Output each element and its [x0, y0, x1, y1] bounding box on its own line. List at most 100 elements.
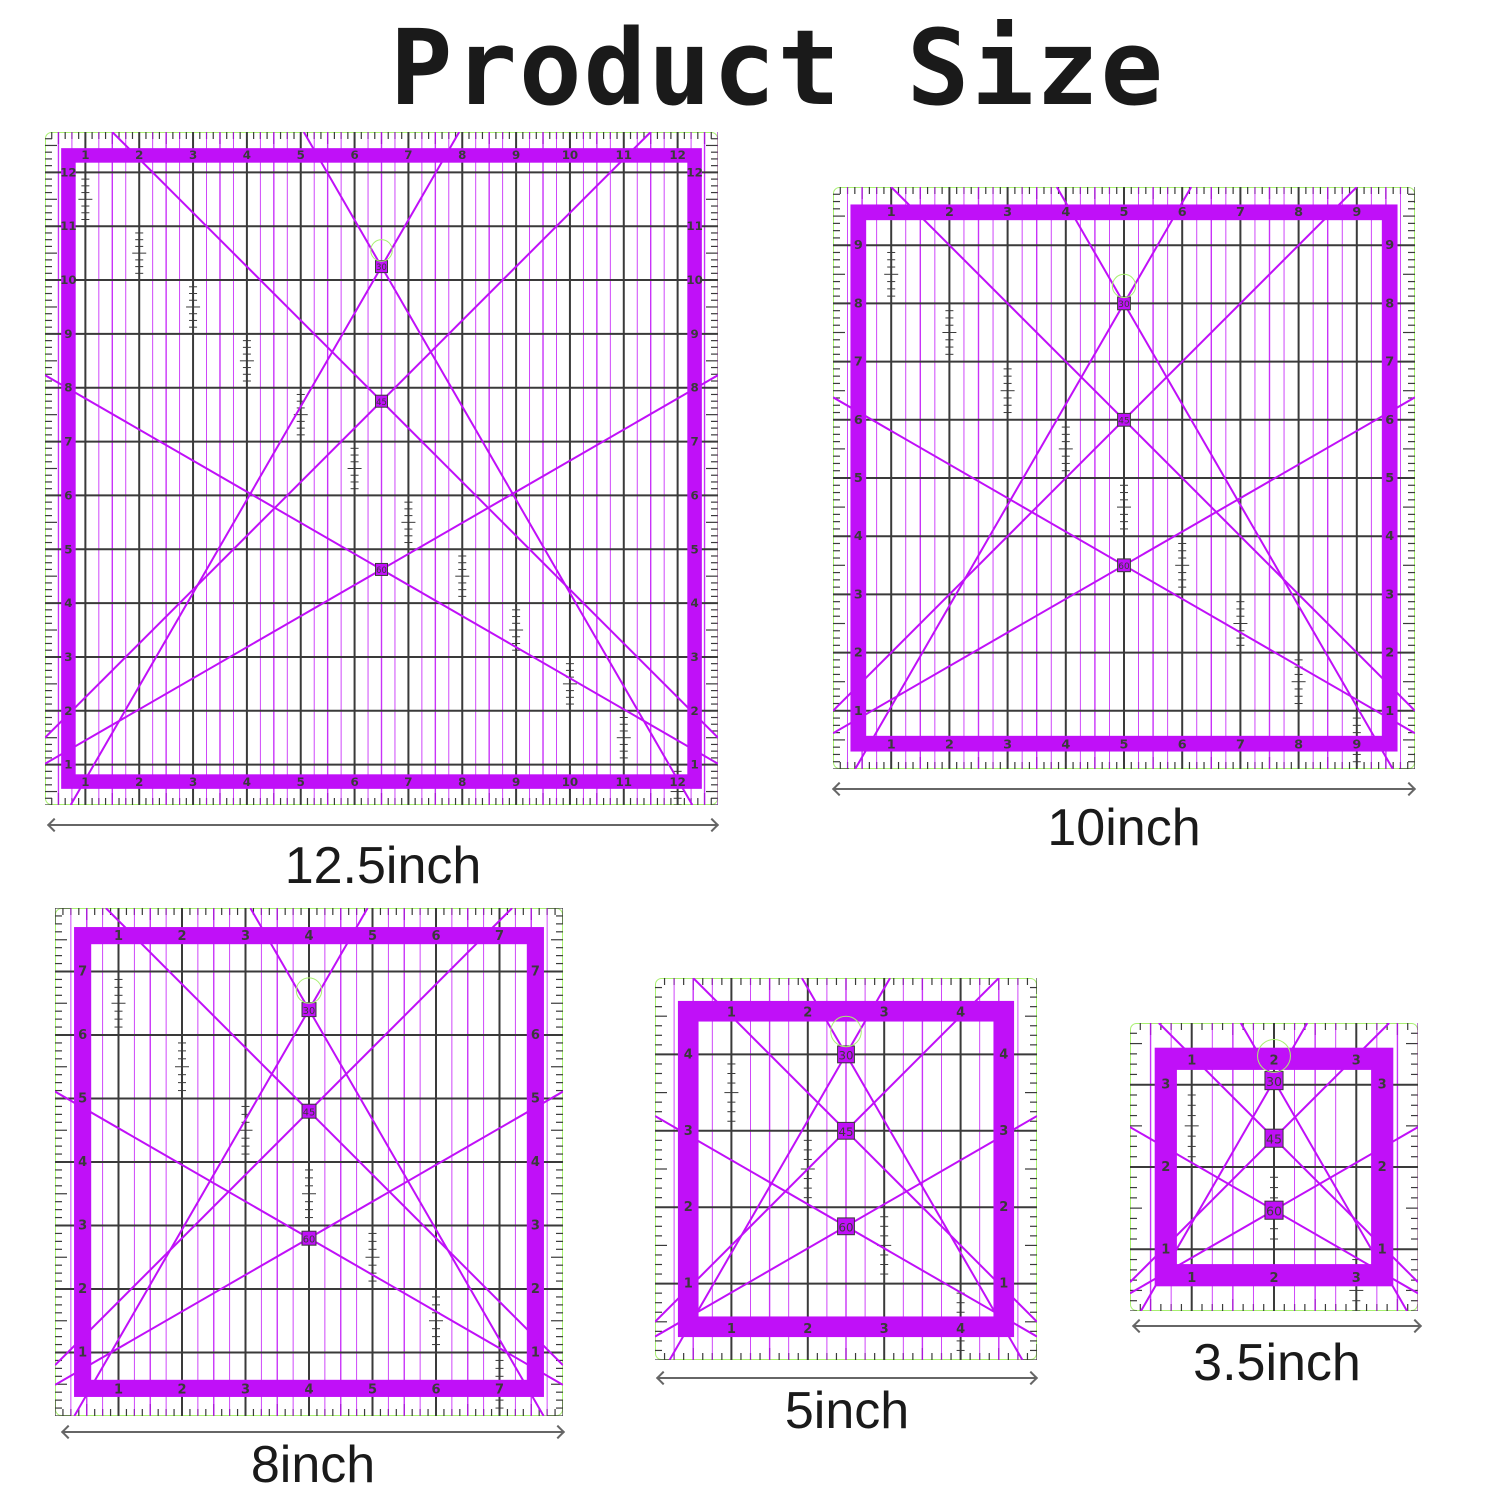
inch-number: 6	[350, 775, 358, 789]
inch-number: 3	[1385, 587, 1394, 602]
inch-number: 2	[64, 704, 72, 718]
inch-number: 2	[854, 646, 863, 661]
inch-number: 5	[64, 542, 72, 556]
inch-number: 9	[1385, 238, 1394, 253]
arrowhead-left	[46, 817, 62, 833]
angle-line	[73, 908, 369, 1416]
inch-number: 10	[562, 148, 578, 162]
inch-number: 1	[81, 148, 89, 162]
angle-badge-label: 60	[839, 1220, 854, 1234]
inch-number: 12	[669, 775, 685, 789]
angle-badge	[1264, 1071, 1284, 1091]
inch-number: 2	[690, 704, 698, 718]
dimension-arrow	[60, 1424, 566, 1440]
angle-badge-label: 45	[1118, 417, 1129, 427]
ruler-5-inch: 1 1 1 1 2 2 2 2 3 3 3 3 4 4 4 4 30 45 60	[655, 978, 1037, 1360]
angle-badge-label: 30	[839, 1048, 854, 1062]
angle-line	[45, 132, 652, 739]
inch-number: 4	[854, 529, 863, 544]
angle-badge	[1117, 558, 1131, 573]
size-label: 5inch	[784, 1382, 910, 1440]
angle-badge-label: 30	[1118, 300, 1130, 310]
angle-line	[249, 908, 545, 1416]
angle-badge	[375, 260, 388, 274]
inch-number: 2	[945, 737, 954, 752]
inch-number: 6	[1385, 413, 1394, 428]
inch-number: 3	[1352, 1053, 1361, 1068]
inch-number: 6	[431, 1383, 440, 1398]
inch-number: 6	[64, 488, 72, 502]
ruler-12-5-inch: 1 1 1 1 2 2 2 2 3 3 3 3 4 4 4 4 5 5 5 5 6 6 6 6 7 7 7 7 8 8 8 8 9 9 9 9 10 10…	[45, 132, 718, 805]
inch-number: 1	[1187, 1053, 1196, 1068]
inch-number: 2	[135, 148, 143, 162]
ruler-body: 1 1 1 1 2 2 2 2 3 3 3 3 4 4 4 4 30 45 60	[655, 978, 1037, 1360]
angle-badge-label: 30	[1266, 1074, 1282, 1089]
center-circle	[1257, 1038, 1291, 1073]
angle-badge	[837, 1045, 855, 1064]
inch-number: 10	[60, 273, 76, 287]
ruler-8-inch: 1 1 1 1 2 2 2 2 3 3 3 3 4 4 4 4 5 5 5 5 6 6 6 6 7 7 7 7 30 45 60	[55, 908, 563, 1416]
inch-number: 6	[1178, 737, 1187, 752]
angle-badge	[375, 562, 388, 576]
inch-number: 1	[64, 758, 72, 772]
inch-number: 2	[803, 1322, 812, 1337]
inch-number: 1	[999, 1277, 1008, 1292]
inch-number: 4	[1061, 737, 1070, 752]
angle-line	[655, 978, 1000, 1323]
inch-number: 9	[1352, 737, 1361, 752]
inch-number: 7	[1385, 355, 1394, 370]
inch-number: 4	[956, 1322, 965, 1337]
size-label: 10inch	[1047, 799, 1201, 857]
inch-number: 6	[531, 1028, 540, 1043]
inch-number: 12	[686, 165, 702, 179]
inch-number: 1	[727, 1005, 736, 1020]
inch-number: 12	[669, 148, 685, 162]
inch-number: 3	[880, 1005, 889, 1020]
inch-number: 11	[60, 219, 76, 233]
dimension-arrow	[46, 817, 720, 833]
inch-number: 4	[1385, 529, 1394, 544]
ruler-3-5-inch: 1 1 1 1 2 2 2 2 3 3 3 3 30 45 60	[1130, 1023, 1418, 1311]
angle-line	[105, 908, 563, 1366]
inch-number: 4	[1061, 205, 1070, 220]
inch-number: 5	[1385, 471, 1394, 486]
inch-number: 11	[616, 775, 632, 789]
inch-number: 7	[1236, 205, 1245, 220]
arrowhead-left	[1131, 1318, 1147, 1334]
inch-number: 7	[404, 148, 412, 162]
inch-number: 5	[1120, 205, 1129, 220]
angle-badge	[1264, 1200, 1284, 1220]
angle-badge-label: 45	[1266, 1132, 1282, 1147]
inch-number: 4	[684, 1047, 693, 1062]
inch-number: 1	[1161, 1242, 1170, 1257]
center-circle	[295, 977, 323, 1004]
center-circle	[1111, 273, 1137, 299]
inch-number: 5	[1120, 737, 1129, 752]
size-label: 12.5inch	[284, 837, 482, 895]
inch-number: 3	[690, 650, 698, 664]
inch-number: 6	[78, 1028, 87, 1043]
angle-badge-label: 60	[303, 1234, 315, 1245]
inch-number: 5	[690, 542, 698, 556]
inch-number: 7	[690, 435, 698, 449]
angle-badge-label: 30	[376, 262, 387, 272]
inch-number: 7	[531, 965, 540, 980]
inch-number: 3	[880, 1322, 889, 1337]
inch-number: 4	[243, 148, 251, 162]
purple-frame	[74, 927, 544, 1397]
inch-number: 7	[404, 775, 412, 789]
ruler-graphic: 1 1 1 1 2 2 2 2 3 3 3 3 30 45 60	[1130, 1023, 1418, 1311]
angle-line	[890, 187, 1415, 712]
ruler-graphic: 1 1 1 1 2 2 2 2 3 3 3 3 4 4 4 4 30 45 60	[655, 978, 1037, 1360]
inch-number: 3	[1161, 1078, 1170, 1093]
inch-number: 4	[956, 1005, 965, 1020]
arrowhead-left	[831, 781, 847, 797]
angle-badge-label: 60	[376, 565, 387, 575]
inch-number: 5	[531, 1092, 540, 1107]
inch-number: 7	[495, 1383, 504, 1398]
ruler-10-inch: 1 1 1 1 2 2 2 2 3 3 3 3 4 4 4 4 5 5 5 5 6 6 6 6 7 7 7 7 8 8 8 8 9 9 9 9 30 45…	[833, 187, 1415, 769]
